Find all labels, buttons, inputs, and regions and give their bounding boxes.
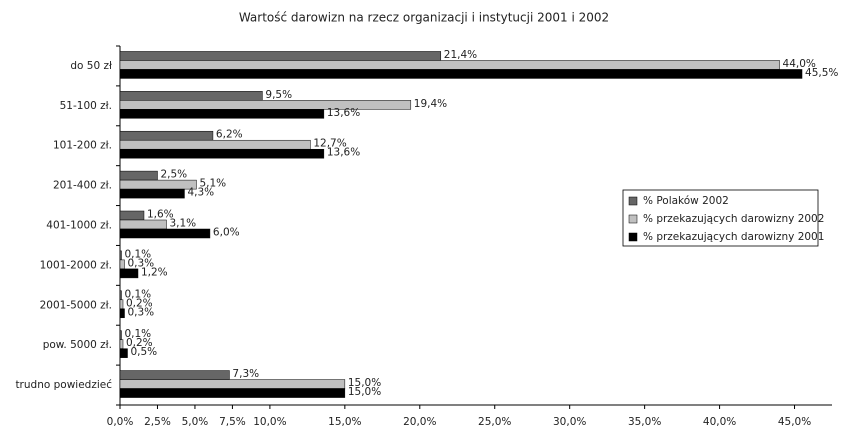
value-label: 9,5%	[265, 89, 292, 101]
value-label: 4,3%	[187, 187, 214, 199]
value-label: 0,1%	[124, 248, 151, 260]
bar	[119, 91, 263, 101]
bar	[119, 268, 139, 279]
bar	[119, 139, 311, 150]
bar	[119, 370, 230, 380]
y-tick-label: 201-400 zł.	[53, 180, 112, 192]
bar	[119, 109, 325, 119]
legend-label: % Polaków 2002	[643, 195, 729, 207]
value-label: 13,6%	[327, 107, 360, 119]
value-label: 44,0%	[783, 58, 816, 70]
legend-swatch	[628, 214, 638, 224]
value-label: 13,6%	[327, 147, 360, 159]
value-label: 0,2%	[126, 337, 153, 349]
bar	[119, 210, 145, 221]
value-label: 0,1%	[124, 328, 151, 340]
x-tick-label: 7,5%	[219, 416, 246, 428]
x-tick-label: 35,0%	[628, 416, 661, 428]
value-label: 19,4%	[414, 98, 447, 110]
value-label: 1,6%	[147, 209, 174, 221]
legend-label: % przekazujących darowizny 2002	[643, 213, 824, 225]
value-label: 12,7%	[313, 138, 346, 150]
bar	[119, 60, 780, 70]
bar	[119, 290, 122, 301]
bar	[119, 250, 122, 261]
x-tick-label: 20,0%	[403, 416, 436, 428]
value-label: 6,2%	[216, 129, 243, 141]
chart-title: Wartość darowizn na rzecz organizacji i …	[239, 11, 609, 25]
bar	[119, 259, 125, 270]
bar	[119, 219, 167, 230]
value-label: 5,1%	[199, 178, 226, 190]
value-label: 7,3%	[232, 368, 259, 380]
value-label: 0,3%	[127, 257, 154, 269]
x-tick-label: 0,0%	[107, 416, 134, 428]
y-tick-label: do 50 zł	[70, 60, 112, 72]
y-tick-label: 1001-2000 zł.	[40, 259, 112, 271]
bar	[119, 179, 197, 190]
x-tick-label: 30,0%	[553, 416, 586, 428]
legend-swatch	[628, 196, 638, 206]
bar	[119, 100, 412, 110]
y-tick-label: 51-100 zł.	[60, 100, 112, 112]
value-label: 15,0%	[348, 377, 381, 389]
bar	[119, 299, 124, 310]
y-tick-label: pow. 5000 zł.	[43, 339, 112, 351]
legend-label: % przekazujących darowizny 2001	[643, 231, 824, 243]
y-tick-label: 101-200 zł.	[53, 140, 112, 152]
x-tick-label: 10,0%	[253, 416, 286, 428]
value-label: 0,2%	[126, 297, 153, 309]
bar	[119, 388, 346, 398]
legend-swatch	[628, 232, 638, 242]
value-label: 3,1%	[169, 218, 196, 230]
legend-box	[622, 189, 819, 247]
value-label: 15,0%	[348, 386, 381, 398]
x-tick-label: 2,5%	[144, 416, 171, 428]
value-label: 21,4%	[444, 49, 477, 61]
value-label: 45,5%	[805, 67, 838, 79]
bar	[119, 339, 124, 349]
value-label: 0,3%	[127, 306, 154, 318]
bar	[119, 170, 158, 181]
x-tick-label: 45,0%	[778, 416, 811, 428]
value-label: 0,1%	[124, 288, 151, 300]
bar	[119, 379, 346, 389]
bar	[119, 69, 803, 79]
value-label: 6,0%	[213, 227, 240, 239]
bar	[119, 330, 122, 340]
x-tick-label: 15,0%	[328, 416, 361, 428]
bar	[119, 308, 125, 319]
bar	[119, 148, 325, 159]
x-tick-label: 5,0%	[182, 416, 209, 428]
value-label: 1,2%	[141, 266, 168, 278]
bar	[119, 228, 211, 239]
x-tick-label: 25,0%	[478, 416, 511, 428]
y-tick-label: trudno powiedzieć	[15, 379, 112, 391]
bar	[119, 188, 185, 199]
bar	[119, 348, 128, 358]
value-label: 0,5%	[130, 346, 157, 358]
y-tick-label: 401-1000 zł.	[46, 220, 112, 232]
value-label: 2,5%	[160, 169, 187, 181]
bar	[119, 130, 214, 141]
bar	[119, 51, 442, 61]
x-tick-label: 40,0%	[703, 416, 736, 428]
y-tick-label: 2001-5000 zł.	[40, 299, 112, 311]
